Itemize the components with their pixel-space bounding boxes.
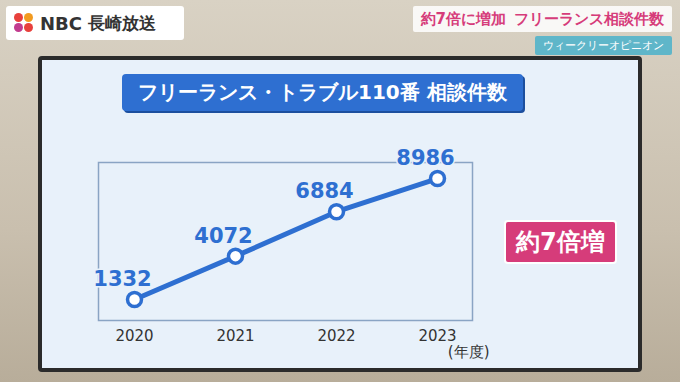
html-text:フリーランス・トラブル110番 相談件数: フリーランス・トラブル110番 相談件数 xyxy=(138,80,507,104)
html-text:NBC 長崎放送: NBC 長崎放送 xyxy=(40,12,156,34)
svg-text:8986: 8986 xyxy=(396,146,454,170)
svg-text:(年度): (年度) xyxy=(448,343,490,361)
html-text:約7倍に増加: 約7倍に増加 xyxy=(420,9,506,28)
html-text:約7倍増: 約7倍増 xyxy=(516,228,605,256)
svg-text:2021: 2021 xyxy=(216,327,254,345)
svg-text:4072: 4072 xyxy=(194,224,252,248)
svg-text:6884: 6884 xyxy=(295,179,353,203)
html-text:フリーランス相談件数: フリーランス相談件数 xyxy=(514,9,664,28)
svg-text:2022: 2022 xyxy=(317,327,355,345)
svg-text:1332: 1332 xyxy=(93,267,151,291)
html-text:ウィークリーオピニオン: ウィークリーオピニオン xyxy=(543,39,664,52)
svg-text:2023: 2023 xyxy=(418,327,457,346)
svg-text:2020: 2020 xyxy=(115,327,153,345)
